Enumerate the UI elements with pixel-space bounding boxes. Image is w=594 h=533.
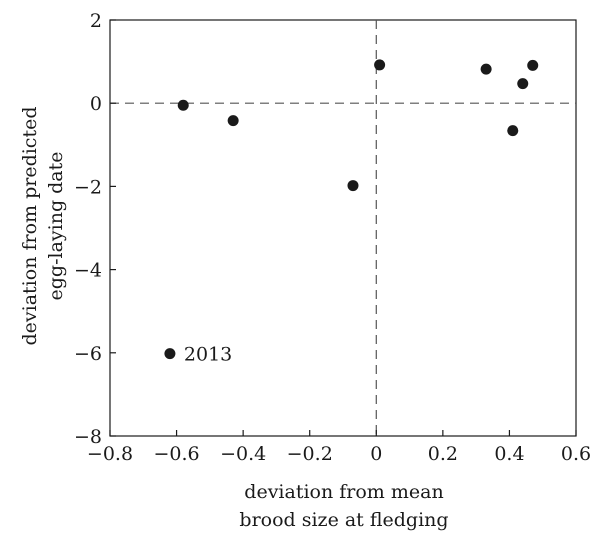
data-point: [507, 125, 519, 137]
x-tick-label: −0.2: [287, 443, 333, 465]
point-annotation: 2013: [184, 344, 232, 366]
data-point: [347, 180, 359, 192]
data-point: [527, 59, 539, 71]
data-point: [227, 115, 239, 127]
y-tick-label: −6: [74, 343, 102, 365]
data-point: [517, 78, 529, 90]
x-tick-label: −0.8: [87, 443, 133, 465]
data-point: [374, 59, 386, 71]
data-point: [164, 348, 176, 360]
data-point: [480, 63, 492, 75]
y-axis-label-line-2: egg-laying date: [45, 151, 67, 300]
x-axis-label-line-2: brood size at fledging: [239, 509, 448, 531]
y-tick-label: −4: [74, 260, 102, 282]
y-tick-label: 0: [90, 93, 102, 115]
x-tick-label: 0.2: [428, 443, 458, 465]
y-tick-label: −8: [74, 426, 102, 448]
x-tick-label: 0.6: [561, 443, 591, 465]
x-tick-label: 0: [370, 443, 382, 465]
y-tick-label: 2: [90, 10, 102, 32]
y-tick-label: −2: [74, 176, 102, 198]
x-tick-label: −0.4: [220, 443, 266, 465]
x-tick-label: 0.4: [494, 443, 524, 465]
data-point: [177, 99, 189, 111]
plot-frame: [109, 19, 577, 437]
y-axis-label-line-1: deviation from predicted: [19, 107, 41, 346]
x-axis-label-line-1: deviation from mean: [244, 481, 443, 503]
x-tick-label: −0.6: [154, 443, 200, 465]
